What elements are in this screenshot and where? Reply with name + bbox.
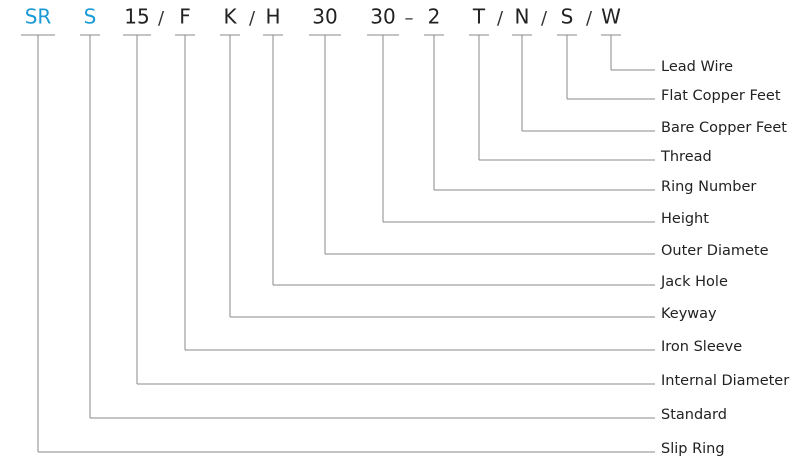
separator: /: [586, 8, 593, 29]
code: F: [179, 5, 191, 29]
code: S: [84, 5, 97, 29]
code-label: Thread: [660, 149, 712, 165]
code: T: [472, 5, 486, 29]
code: 30: [370, 5, 395, 29]
separator: /: [497, 8, 504, 29]
code: 15: [124, 5, 149, 29]
code-label: Standard: [661, 407, 727, 423]
code: N: [515, 5, 530, 29]
code-label: Jack Hole: [660, 274, 728, 290]
code-label: Ring Number: [661, 179, 756, 195]
code-label: Flat Copper Feet: [661, 88, 781, 104]
separator: /: [249, 8, 256, 29]
code-label: Outer Diamete: [661, 243, 769, 259]
separator: –: [405, 8, 414, 29]
code-label: Keyway: [661, 306, 717, 322]
separator: /: [158, 8, 165, 29]
code-label: Slip Ring: [661, 441, 725, 457]
code: W: [601, 5, 621, 29]
separator: /: [541, 8, 548, 29]
code-label: Height: [661, 211, 709, 227]
code: 2: [428, 5, 441, 29]
code-label: Lead Wire: [661, 59, 733, 75]
code: SR: [25, 5, 52, 29]
code: 30: [312, 5, 337, 29]
code: K: [223, 5, 237, 29]
code-label: Internal Diameter: [661, 373, 789, 389]
code: S: [561, 5, 574, 29]
code-label: Bare Copper Feet: [661, 120, 787, 136]
code-label: Iron Sleeve: [661, 339, 742, 355]
code: H: [265, 5, 280, 29]
